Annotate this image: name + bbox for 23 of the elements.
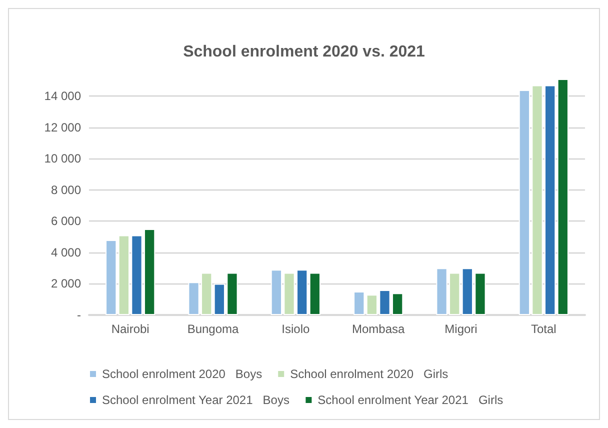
x-tick-label: Bungoma	[187, 322, 240, 336]
y-tick-label: 8 000	[50, 182, 82, 197]
y-tick-label: 12 000	[44, 120, 82, 134]
x-tick-label: Isiolo	[282, 322, 310, 336]
bar	[309, 272, 320, 315]
y-tick-label: 4 000	[50, 245, 82, 260]
x-tick-label: Total	[530, 322, 556, 336]
chart-title: School enrolment 2020 vs. 2021	[183, 44, 426, 60]
y-tick-label: 2 000	[50, 276, 82, 291]
bar	[354, 292, 365, 315]
y-tick-label: 6 000	[50, 214, 82, 228]
y-tick-label: 10 000	[44, 152, 82, 166]
legend-label: School enrolment 2020 Girls	[290, 367, 448, 381]
y-tick-label: 14 000	[44, 89, 82, 104]
x-tick-label: Migori	[444, 322, 478, 336]
legend-label: School enrolment Year 2021 Girls	[318, 393, 504, 407]
y-tick-label: -	[77, 308, 81, 322]
x-tick-label: Nairobi	[111, 322, 150, 336]
x-tick-label: Mombasa	[352, 322, 406, 336]
legend-label: School enrolment 2020 Boys	[102, 367, 262, 381]
bar	[106, 240, 117, 315]
bar	[557, 79, 568, 315]
legend-label: School enrolment Year 2021 Boys	[102, 393, 290, 407]
